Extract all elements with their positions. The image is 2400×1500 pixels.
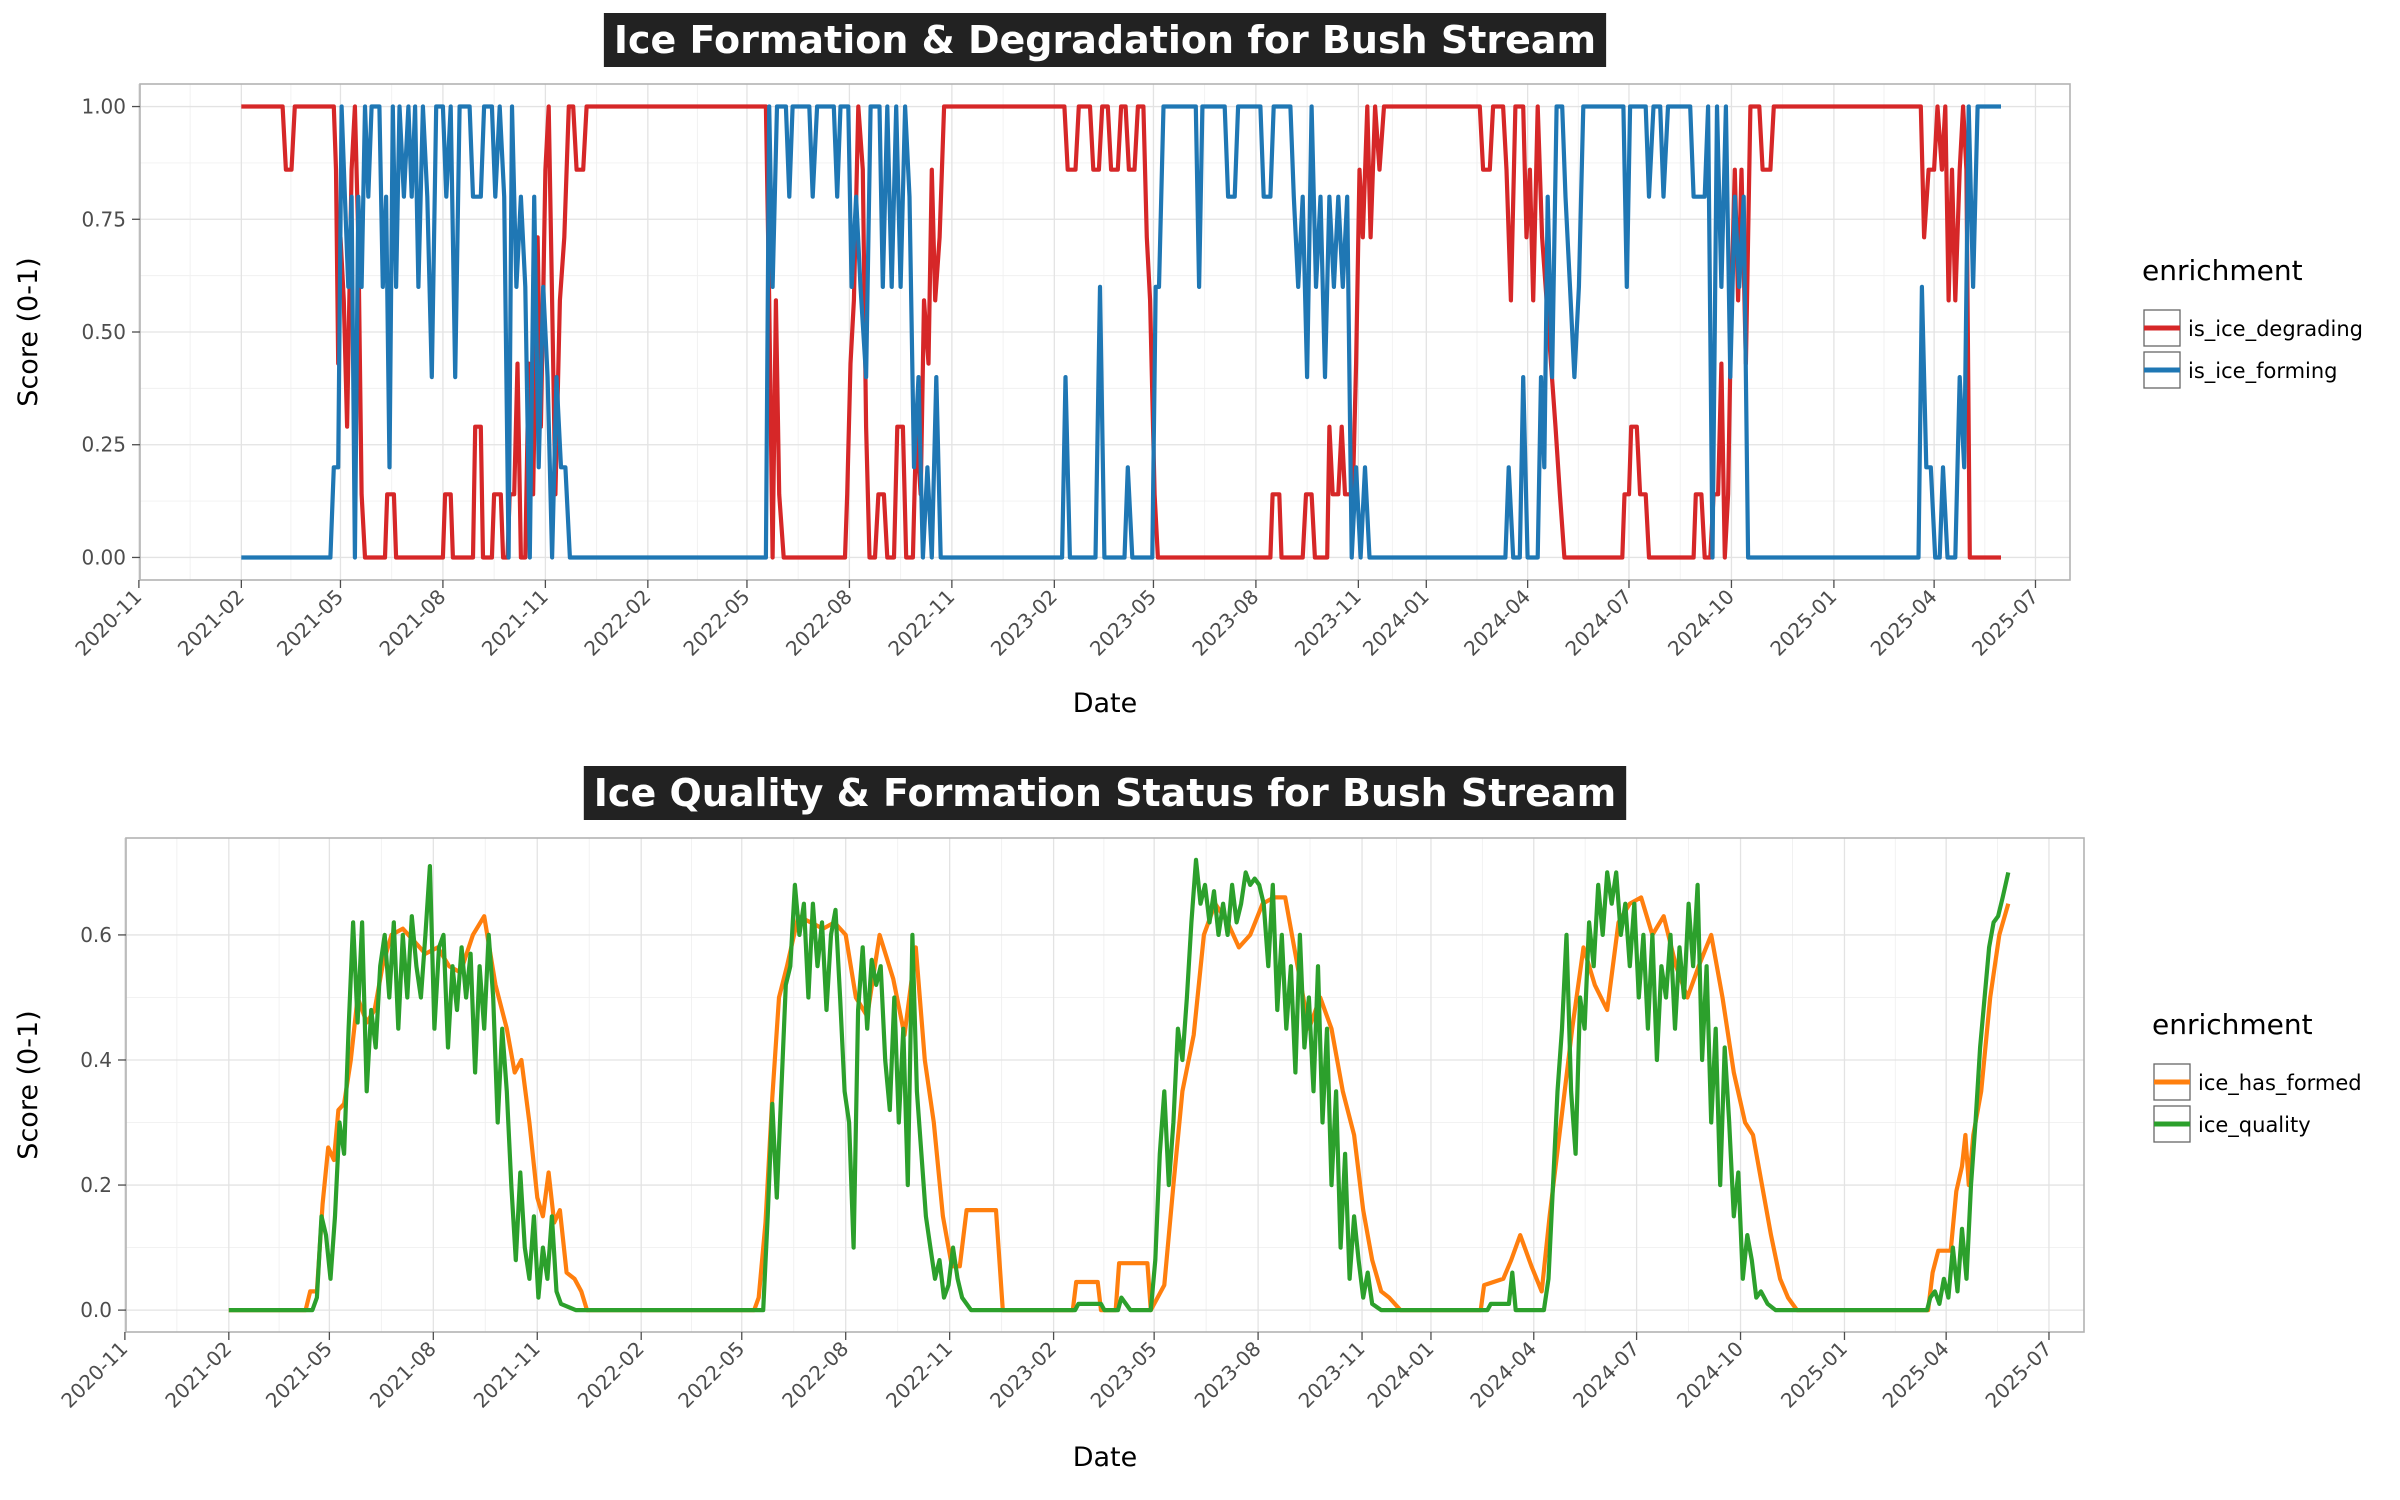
x-tick-label: 2020-11	[56, 1337, 132, 1413]
x-tick-label: 2024-07	[1568, 1337, 1644, 1413]
x-tick-label: 2025-01	[1765, 585, 1841, 661]
x-axis-title: Date	[1073, 688, 1138, 719]
x-tick-label: 2023-08	[1190, 1337, 1266, 1413]
plot-panel-border	[125, 837, 2085, 1333]
y-tick-label: 0.6	[80, 923, 112, 947]
x-tick-label: 2021-08	[374, 585, 450, 661]
legend-label: ice_quality	[2198, 1113, 2311, 1138]
series-line-is-ice-degrading	[241, 104, 2001, 560]
y-tick-label: 0.4	[80, 1048, 112, 1072]
y-axis-title: Score (0-1)	[13, 257, 44, 406]
x-tick-label: 2023-11	[1294, 1337, 1370, 1413]
legend-title: enrichment	[2152, 1008, 2313, 1041]
x-tick-label: 2025-01	[1776, 1337, 1852, 1413]
ice-quality-chart: 2020-11 2021-02 2021-05 2021-08 2021-11 2022-…	[13, 766, 2362, 1473]
series-line-ice-quality	[228, 857, 2011, 1313]
x-tick-label: 2021-11	[469, 1337, 545, 1413]
y-tick-label: 0.2	[80, 1173, 112, 1197]
y-tick-label: 0.25	[81, 433, 126, 457]
x-axis-title: Date	[1073, 1442, 1138, 1473]
x-tick-label: 2025-07	[1967, 585, 2043, 661]
legend-label: ice_has_formed	[2198, 1071, 2362, 1096]
x-tick-label: 2023-05	[1086, 1337, 1162, 1413]
x-tick-label: 2023-02	[986, 585, 1062, 661]
x-tick-label: 2021-11	[477, 585, 553, 661]
x-tick-label: 2025-04	[1878, 1337, 1954, 1413]
x-tick-label: 2023-08	[1187, 585, 1263, 661]
chart-title-text: Ice Quality & Formation Status for Bush …	[594, 771, 1616, 815]
x-tick-label: 2025-04	[1866, 585, 1942, 661]
x-tick-label: 2021-05	[261, 1337, 337, 1413]
x-tick-label: 2022-05	[678, 585, 754, 661]
legend-label: is_ice_forming	[2188, 359, 2338, 384]
legend: enrichment ice_has_formed ice_quality	[2152, 1008, 2362, 1143]
chart-title: Ice Formation & Degradation for Bush Str…	[603, 13, 1607, 67]
x-tick-label: 2023-11	[1290, 585, 1366, 661]
x-tick-label: 2023-05	[1085, 585, 1161, 661]
chart-title-background	[583, 766, 1627, 820]
y-tick-label: 0.0	[80, 1298, 112, 1322]
x-tick-label: 2023-02	[985, 1337, 1061, 1413]
x-tick-label: 2024-01	[1358, 585, 1434, 661]
x-tick-label: 2024-07	[1560, 585, 1636, 661]
y-axis-title: Score (0-1)	[13, 1010, 44, 1159]
y-tick-label: 0.50	[81, 320, 126, 344]
x-tick-label: 2021-08	[365, 1337, 441, 1413]
y-tick-label: 1.00	[81, 95, 126, 119]
x-tick-label: 2022-11	[883, 585, 959, 661]
legend-label: is_ice_degrading	[2188, 317, 2363, 342]
x-tick-label: 2022-08	[777, 1337, 853, 1413]
ice-formation-chart: 2020-11 2021-02 2021-05 2021-08 2021-11 2022-…	[13, 13, 2363, 719]
y-tick-label: 0.00	[81, 545, 126, 569]
x-tick-label: 2024-04	[1459, 585, 1535, 661]
x-tick-label: 2022-08	[781, 585, 857, 661]
x-tick-label: 2021-02	[160, 1337, 236, 1413]
chart-title: Ice Quality & Formation Status for Bush …	[583, 766, 1627, 820]
x-tick-label: 2022-05	[673, 1337, 749, 1413]
x-tick-label: 2022-02	[579, 585, 655, 661]
chart-title-background	[603, 13, 1607, 67]
x-tick-label: 2025-07	[1980, 1337, 2056, 1413]
legend: enrichment is_ice_degrading is_ice_forming	[2142, 254, 2363, 389]
legend-title: enrichment	[2142, 254, 2303, 287]
series-line-is-ice-forming	[241, 104, 2001, 560]
x-tick-label: 2024-10	[1663, 585, 1739, 661]
x-tick-label: 2020-11	[70, 585, 146, 661]
x-tick-label: 2024-04	[1465, 1337, 1541, 1413]
chart-title-text: Ice Formation & Degradation for Bush Str…	[614, 18, 1596, 62]
x-tick-label: 2024-01	[1362, 1337, 1438, 1413]
x-tick-label: 2021-05	[272, 585, 348, 661]
x-tick-label: 2021-02	[173, 585, 249, 661]
x-tick-label: 2024-10	[1672, 1337, 1748, 1413]
x-tick-label: 2022-02	[573, 1337, 649, 1413]
y-tick-label: 0.75	[81, 207, 126, 231]
x-tick-label: 2022-11	[881, 1337, 957, 1413]
